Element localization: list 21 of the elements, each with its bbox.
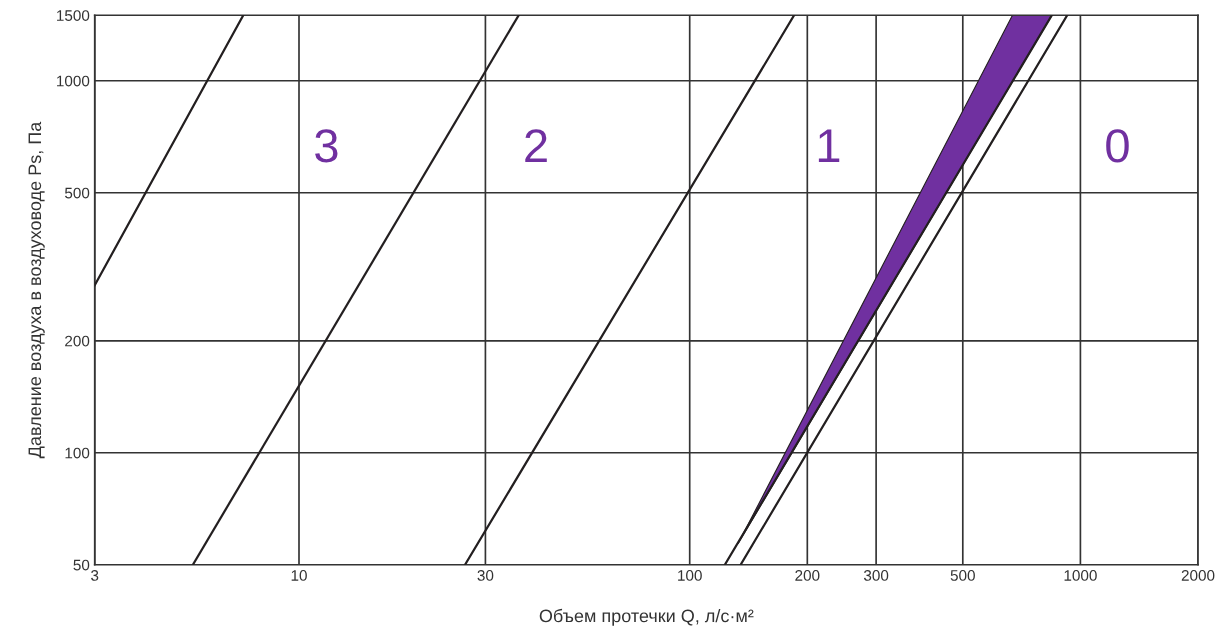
x-tick-label: 300 xyxy=(863,570,889,581)
y-tick-label: 500 xyxy=(64,187,90,199)
x-tick-label: 1000 xyxy=(1064,570,1097,581)
y-tick-label: 100 xyxy=(65,447,90,459)
annotation: 3 xyxy=(315,129,338,163)
annotation: 1 xyxy=(818,129,840,163)
x-tick-label: 2000 xyxy=(1181,570,1215,581)
x-tick-label: 500 xyxy=(950,570,975,581)
x-axis-title: Объем протечки Q, л/с·м² xyxy=(539,608,754,626)
y-axis-title: Давление воздуха в воздуховоде Ps, Па xyxy=(28,121,45,459)
y-tick-label: 50 xyxy=(73,559,90,571)
x-tick-label: 100 xyxy=(678,570,702,581)
y-tick-label: 1000 xyxy=(57,75,90,87)
x-tick-label: 30 xyxy=(477,570,494,581)
annotation: 2 xyxy=(525,129,547,163)
y-tick-label: 1500 xyxy=(57,10,90,21)
y-tick-label: 200 xyxy=(65,335,90,347)
x-tick-label: 200 xyxy=(795,570,820,581)
x-tick-label: 10 xyxy=(291,570,307,581)
x-tick-label: 3 xyxy=(91,570,99,581)
annotation: 0 xyxy=(1106,129,1129,163)
